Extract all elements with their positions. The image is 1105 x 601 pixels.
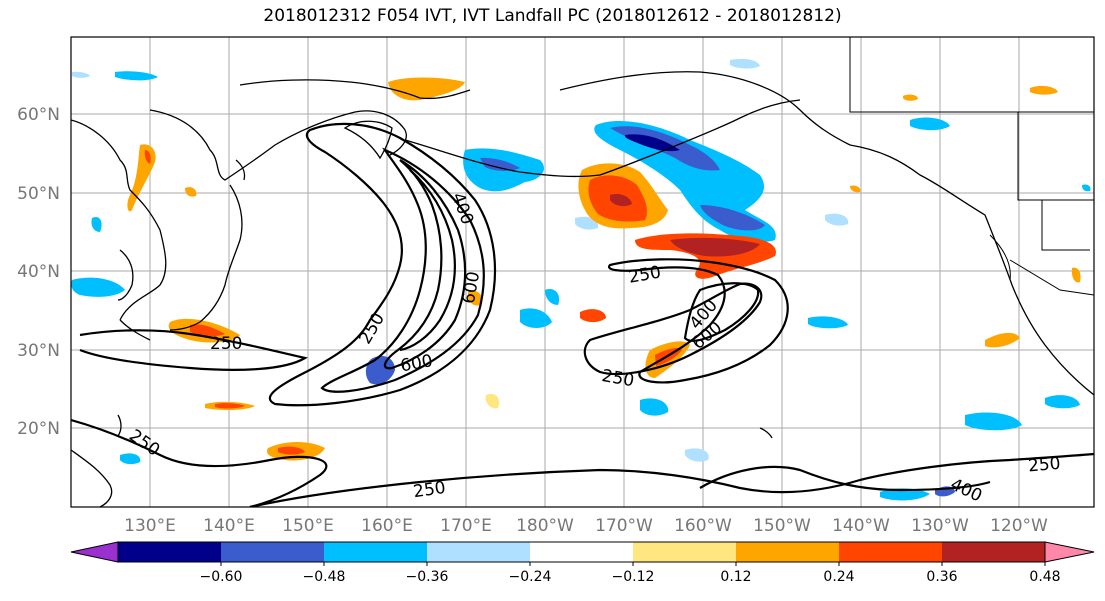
colorbar-ticks: −0.60 −0.48 −0.36 −0.24 −0.12 0.12 0.24 0.36 0.4… [200,562,1061,585]
colorbar-tick-label: 0.24 [823,569,854,585]
colorbar-tick-label: −0.12 [612,569,655,585]
contour-label: 250 [210,334,242,354]
colorbar-segments [70,541,1095,563]
lon-label: 140°E [203,516,255,536]
lat-label-60n: 60°N [17,105,60,125]
colorbar-segment [427,542,531,562]
colorbar-segment [633,542,737,562]
lon-label: 160°W [674,516,732,536]
lon-label: 150°W [753,516,811,536]
coastlines [71,71,1094,507]
lon-label: 130°W [911,516,969,536]
contour-label: 250 [1027,454,1061,477]
colorbar-segment [221,542,325,562]
map-title: 2018012312 F054 IVT, IVT Landfall PC (20… [263,6,842,26]
lon-label: 180°W [516,516,574,536]
colorbar-segment [530,542,634,562]
colorbar-segment [736,542,840,562]
colorbar-tick-label: 0.48 [1029,569,1060,585]
lon-label: 140°W [832,516,890,536]
lon-label: 170°W [595,516,653,536]
negative-pc-shading [71,58,1091,501]
lat-label-40n: 40°N [17,262,60,282]
latitude-labels: 60°N 50°N 40°N 30°N 20°N [17,105,60,439]
lon-label: 170°E [440,516,492,536]
lon-label: 160°E [361,516,413,536]
lon-label: 120°W [990,516,1048,536]
colorbar-extend-min [70,541,119,563]
colorbar: −0.60 −0.48 −0.36 −0.24 −0.12 0.12 0.24 0.36 0.4… [70,541,1095,585]
colorbar-tick-label: −0.24 [509,569,552,585]
colorbar-tick-label: 0.36 [926,569,957,585]
longitude-labels: 130°E 140°E 150°E 160°E 170°E 180°W 170°… [124,516,1048,536]
colorbar-tick-label: 0.12 [720,569,751,585]
lat-label-30n: 30°N [17,341,60,361]
political-boundaries [849,37,1094,296]
lon-label: 150°E [282,516,334,536]
map-panel [71,37,1094,507]
colorbar-extend-max [1044,541,1095,563]
colorbar-segment [942,542,1046,562]
colorbar-tick-label: −0.60 [200,569,243,585]
colorbar-segment [324,542,428,562]
map-border [70,36,1095,508]
ivt-contours [71,122,1094,507]
colorbar-segment [839,542,943,562]
contour-label: 250 [412,478,447,502]
lat-label-50n: 50°N [17,184,60,204]
colorbar-tick-label: −0.48 [303,569,346,585]
colorbar-segment [118,542,222,562]
lon-label: 130°E [124,516,176,536]
colorbar-tick-label: −0.36 [406,569,449,585]
lat-label-20n: 20°N [17,419,60,439]
